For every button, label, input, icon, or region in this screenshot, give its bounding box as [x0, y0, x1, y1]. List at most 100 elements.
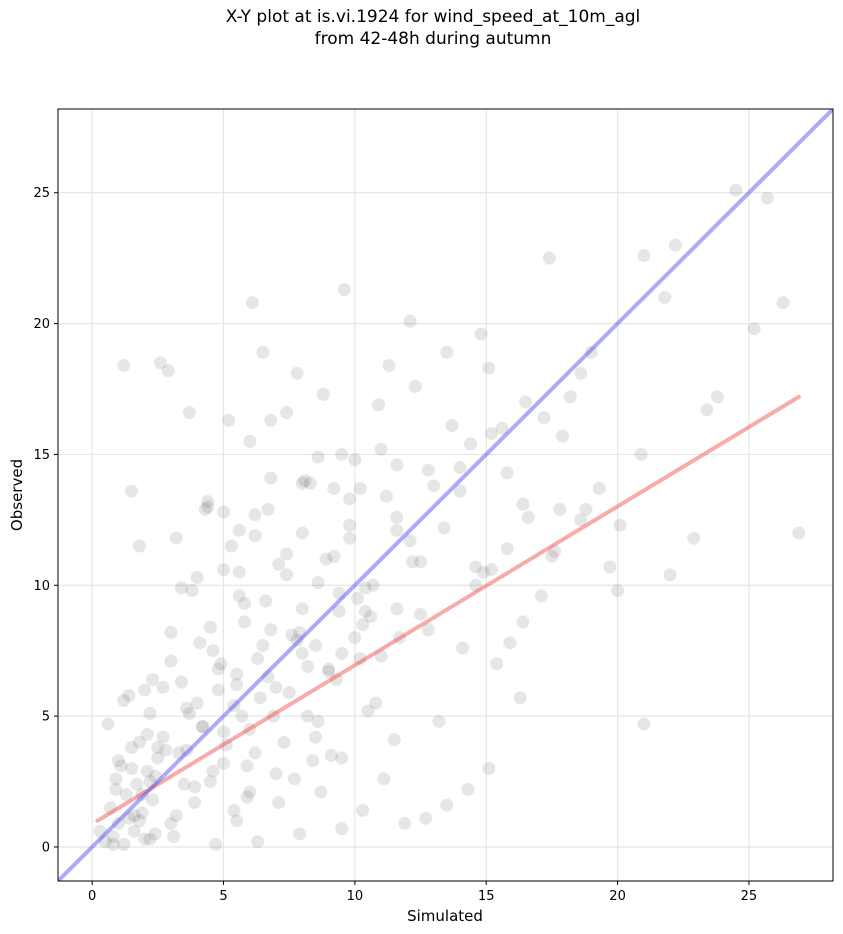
plot-frame [57, 108, 834, 882]
scatter-point [453, 484, 467, 498]
scatter-point [301, 709, 315, 723]
scatter-point [211, 683, 225, 697]
scatter-point [382, 358, 396, 372]
scatter-point [127, 824, 141, 838]
y-tick-label: 0 [42, 840, 50, 855]
scatter-point [127, 809, 141, 823]
scatter-point [534, 589, 548, 603]
scatter-point [143, 775, 157, 789]
scatter-point [182, 707, 196, 721]
scatter-point [125, 761, 139, 775]
scatter-point [277, 735, 291, 749]
scatter-point [280, 547, 294, 561]
scatter-point [177, 777, 191, 791]
axis-ticks: 0 5 10 15 20 25 0 5 10 15 20 25 [33, 186, 757, 904]
scatter-point [106, 837, 120, 851]
scatter-point [579, 502, 593, 516]
scatter-point [206, 644, 220, 658]
scatter-point [238, 615, 252, 629]
scatter-point [760, 191, 774, 205]
scatter-point [668, 238, 682, 252]
scatter-point [490, 657, 504, 671]
scatter-point [563, 390, 577, 404]
scatter-point [93, 824, 107, 838]
scatter-point [248, 529, 262, 543]
scatter-point [251, 835, 265, 849]
scatter-point [217, 725, 231, 739]
scatter-point [285, 628, 299, 642]
y-axis-label: Observed [8, 459, 26, 531]
scatter-point [117, 693, 131, 707]
scatter-point [198, 502, 212, 516]
scatter-point [350, 591, 364, 605]
scatter-point [372, 398, 386, 412]
scatter-point [298, 474, 312, 488]
scatter-point [327, 481, 341, 495]
scatter-point [293, 625, 307, 639]
x-tick-label: 10 [347, 889, 364, 904]
scatter-point [243, 434, 257, 448]
scatter-point [290, 633, 304, 647]
scatter-point [272, 795, 286, 809]
scatter-point [710, 390, 724, 404]
scatter-point [537, 411, 551, 425]
scatter-point [374, 442, 388, 456]
scatter-point [516, 615, 530, 629]
scatter-point [521, 510, 535, 524]
scatter-point [151, 751, 165, 765]
scatter-point [264, 471, 278, 485]
scatter-point [138, 832, 152, 846]
scatter-point [151, 741, 165, 755]
scatter-point [374, 649, 388, 663]
scatter-point [516, 497, 530, 511]
scatter-point [156, 680, 170, 694]
chart-title-line-1: X-Y plot at is.vi.1924 for wind_speed_at… [225, 7, 641, 27]
scatter-point [477, 565, 491, 579]
scatter-point [282, 686, 296, 700]
scatter-point [232, 565, 246, 579]
scatter-point [240, 790, 254, 804]
scatter-point [251, 652, 265, 666]
scatter-point [101, 717, 115, 731]
scatter-point [343, 492, 357, 506]
scatter-point [322, 665, 336, 679]
scatter-point [232, 589, 246, 603]
scatter-point [358, 604, 372, 618]
scatter-point [747, 322, 761, 336]
scatter-point [230, 814, 244, 828]
scatter-point [272, 557, 286, 571]
scatter-point [440, 345, 454, 359]
scatter-point [122, 811, 136, 825]
scatter-point [390, 523, 404, 537]
scatter-point [327, 549, 341, 563]
scatter-point [209, 837, 223, 851]
scatter-point [135, 788, 149, 802]
trend-lines [58, 109, 833, 881]
scatter-point [148, 827, 162, 841]
scatter-point [545, 549, 559, 563]
scatter-point [482, 761, 496, 775]
scatter-point [174, 675, 188, 689]
scatter-point [379, 489, 393, 503]
scatter-point [542, 251, 556, 265]
scatter-point [119, 788, 133, 802]
x-tick-label: 5 [219, 889, 227, 904]
scatter-point [634, 447, 648, 461]
scatter-point [256, 638, 270, 652]
scatter-point [206, 764, 220, 778]
scatter-point [159, 743, 173, 757]
scatter-point [269, 767, 283, 781]
scatter-point [222, 413, 236, 427]
scatter-point [364, 610, 378, 624]
scatter-point [295, 602, 309, 616]
scatter-point [369, 696, 383, 710]
scatter-point [214, 657, 228, 671]
scatter-point [495, 421, 509, 435]
scatter-point [406, 555, 420, 569]
data-points [93, 183, 806, 851]
scatter-point [111, 816, 125, 830]
scatter-point [353, 481, 367, 495]
scatter-point [109, 782, 123, 796]
scatter-point [584, 345, 598, 359]
scatter-point [169, 809, 183, 823]
